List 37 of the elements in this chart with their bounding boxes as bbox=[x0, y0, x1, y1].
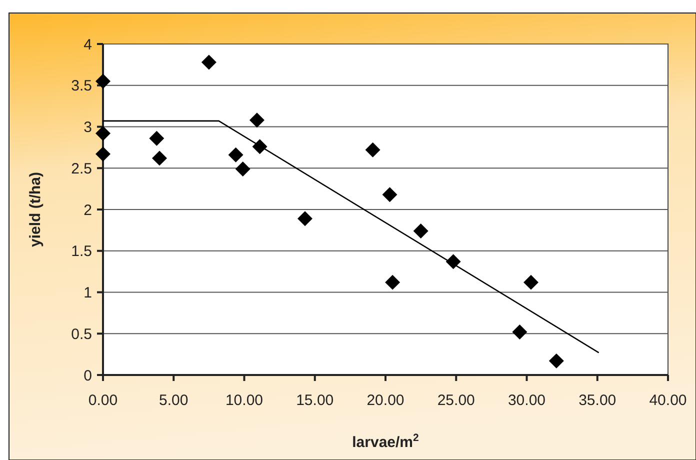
point bbox=[96, 74, 110, 89]
point bbox=[413, 224, 428, 239]
y-tick-label: 2 bbox=[84, 202, 92, 219]
x-tick-label: 30.00 bbox=[508, 392, 546, 409]
x-tick-label: 35.00 bbox=[578, 392, 616, 409]
point bbox=[365, 142, 380, 158]
y-tick-label: 2.5 bbox=[71, 160, 92, 178]
x-tick-label: 15.00 bbox=[296, 392, 334, 409]
point bbox=[548, 353, 564, 368]
y-tick-label: 1 bbox=[84, 284, 92, 302]
x-tick-label: 20.00 bbox=[366, 392, 404, 409]
point bbox=[96, 146, 110, 162]
x-tick-label: 0.00 bbox=[88, 392, 118, 409]
y-tick-label: 0.5 bbox=[71, 326, 92, 343]
point bbox=[523, 274, 538, 290]
point bbox=[96, 126, 110, 141]
y-axis-title: yield (t/ha) bbox=[27, 172, 44, 248]
point bbox=[228, 147, 244, 162]
point bbox=[152, 150, 167, 166]
point bbox=[297, 211, 312, 226]
point bbox=[249, 112, 264, 128]
point bbox=[382, 187, 398, 202]
point bbox=[385, 274, 400, 290]
y-tick-label: 0 bbox=[84, 367, 92, 384]
point bbox=[512, 324, 528, 340]
x-tick-label: 5.00 bbox=[159, 392, 188, 409]
point bbox=[149, 130, 164, 146]
y-tick-label: 3 bbox=[84, 119, 92, 136]
y-tick-label: 3.5 bbox=[71, 78, 92, 95]
point bbox=[201, 54, 216, 70]
x-tick-label: 25.00 bbox=[437, 392, 475, 409]
y-tick-label: 4 bbox=[84, 36, 92, 54]
x-tick-label: 10.00 bbox=[225, 392, 264, 409]
point bbox=[235, 161, 250, 176]
x-axis-title: larvae/m$^{2}$ bbox=[352, 432, 420, 451]
y-tick-label: 1.5 bbox=[71, 243, 92, 260]
x-tick-label: 40.00 bbox=[649, 392, 687, 409]
